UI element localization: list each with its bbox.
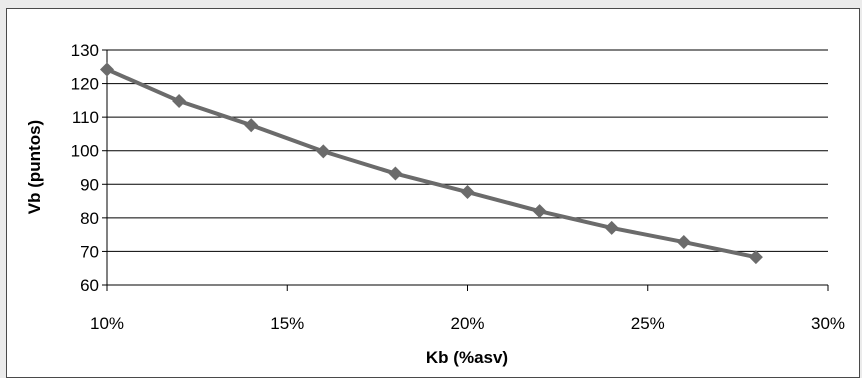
data-point-marker bbox=[244, 118, 259, 133]
y-tick-label: 130 bbox=[71, 41, 99, 60]
data-point-marker bbox=[604, 220, 619, 235]
data-point-marker bbox=[100, 62, 114, 77]
y-tick-label: 80 bbox=[80, 209, 99, 228]
x-tick-label: 30% bbox=[811, 314, 845, 333]
x-tick-labels: 10% 15% 20% 25% 30% bbox=[90, 314, 845, 333]
y-tick-label: 110 bbox=[72, 108, 99, 127]
y-tick-label: 120 bbox=[71, 75, 99, 94]
y-tick-label: 100 bbox=[71, 142, 99, 161]
axes bbox=[102, 49, 829, 291]
y-tick-label: 60 bbox=[80, 276, 99, 295]
series-group bbox=[100, 62, 763, 265]
y-tick-labels: 60 70 80 90 100 110 120 130 bbox=[71, 41, 99, 295]
x-tick-label: 10% bbox=[90, 314, 124, 333]
data-point-marker bbox=[316, 144, 331, 159]
y-tick-label: 70 bbox=[80, 242, 99, 261]
y-axis-title: Vb (puntos) bbox=[25, 120, 44, 214]
data-point-marker bbox=[532, 204, 547, 219]
data-point-marker bbox=[676, 235, 691, 250]
series-line bbox=[106, 67, 757, 260]
x-axis-title: Kb (%asv) bbox=[426, 348, 508, 367]
x-tick-label: 15% bbox=[270, 314, 304, 333]
data-point-marker bbox=[748, 250, 763, 265]
data-point-marker bbox=[172, 94, 187, 109]
x-tick-label: 25% bbox=[631, 314, 665, 333]
x-tick-label: 20% bbox=[450, 314, 484, 333]
data-point-marker bbox=[388, 166, 403, 181]
chart-frame bbox=[6, 8, 860, 378]
y-tick-label: 90 bbox=[80, 175, 99, 194]
data-point-marker bbox=[460, 185, 475, 200]
